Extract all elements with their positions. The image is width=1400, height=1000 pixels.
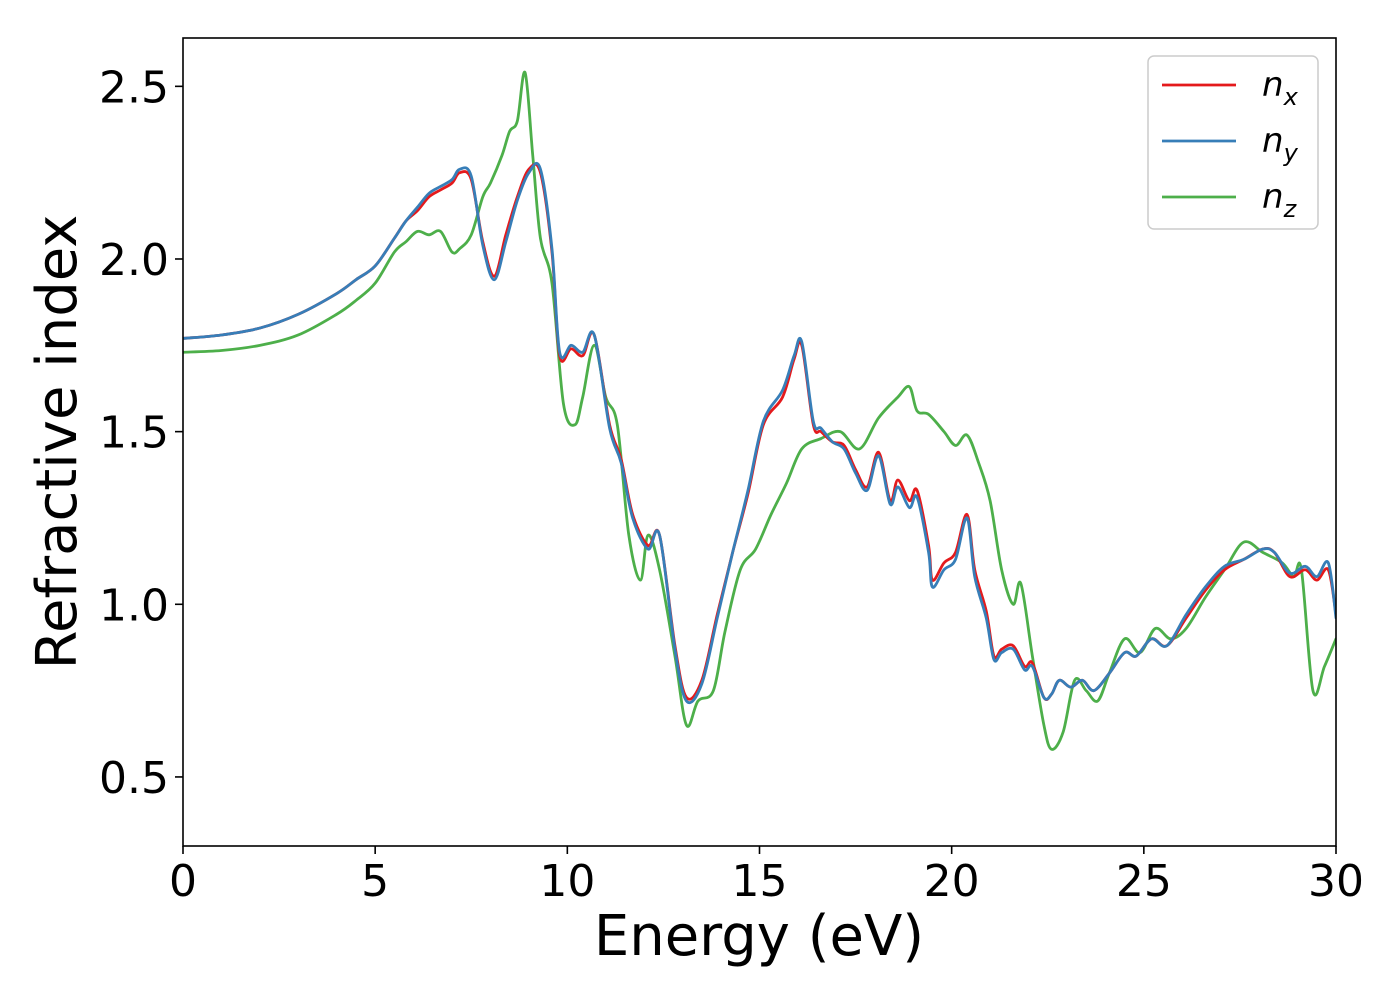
- y-axis: 0.5 1.0 1.5 2.0 2.5: [99, 62, 183, 804]
- y-tick-label: 1.5: [99, 408, 169, 459]
- y-axis-label: Refractive index: [25, 215, 90, 670]
- x-tick-label: 15: [732, 856, 788, 907]
- x-tick-label: 20: [924, 856, 980, 907]
- y-tick-label: 2.0: [99, 235, 169, 286]
- x-axis: 0 5 10 15 20 25 30: [169, 846, 1364, 907]
- series-line-nz: [183, 71, 1336, 751]
- series-layer: [183, 71, 1336, 751]
- legend: nx ny nz: [1147, 55, 1319, 230]
- legend-label-nz: nz: [1262, 177, 1298, 223]
- x-tick-label: 25: [1116, 856, 1172, 907]
- legend-label-ny: ny: [1262, 121, 1299, 167]
- legend-box: [1147, 55, 1319, 230]
- x-axis-label: Energy (eV): [594, 904, 924, 969]
- x-tick-label: 5: [361, 856, 389, 907]
- y-tick-label: 1.0: [99, 580, 169, 631]
- x-tick-label: 10: [539, 856, 595, 907]
- series-line-ny: [183, 161, 1336, 705]
- y-tick-label: 2.5: [99, 62, 169, 113]
- x-tick-label: 30: [1308, 856, 1364, 907]
- legend-label-nx: nx: [1262, 65, 1299, 111]
- x-tick-label: 0: [169, 856, 197, 907]
- y-tick-label: 0.5: [99, 753, 169, 804]
